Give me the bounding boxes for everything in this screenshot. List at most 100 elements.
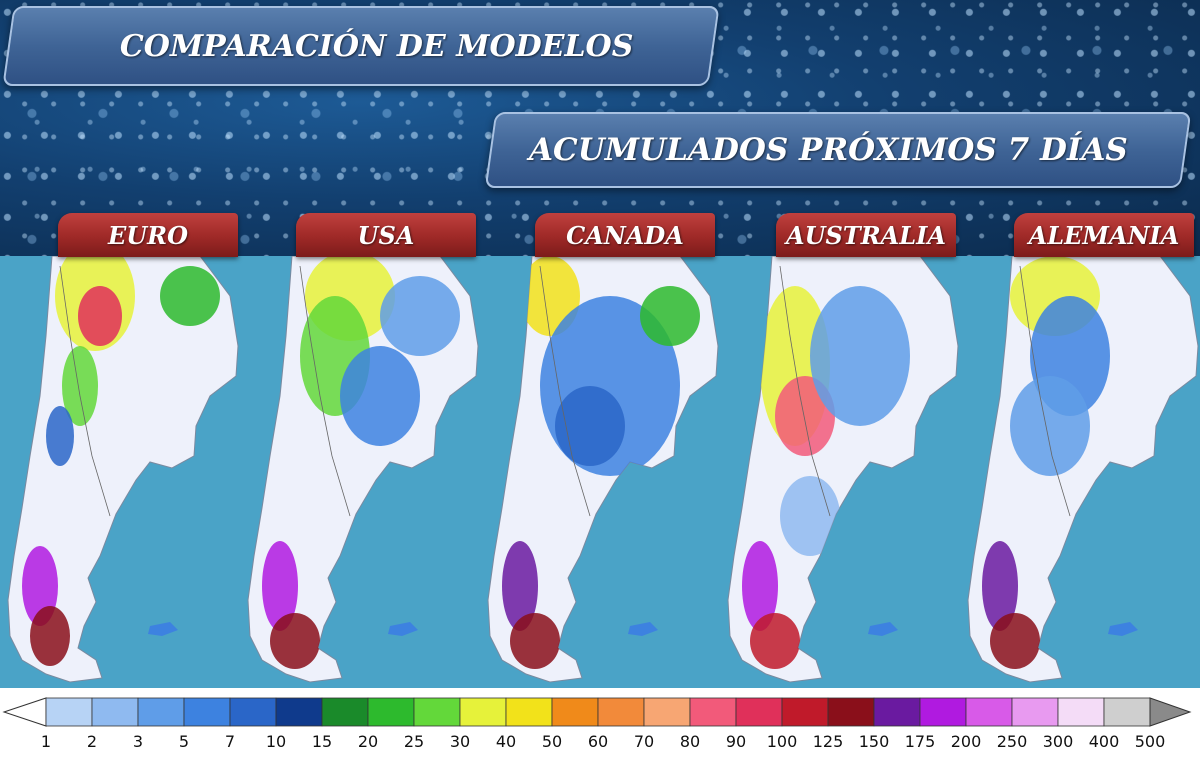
country-border	[779, 265, 831, 517]
legend-tick-label: 25	[403, 732, 425, 751]
islands	[388, 622, 418, 636]
model-label-text: USA	[357, 220, 415, 250]
map-canada	[480, 256, 720, 688]
precipitation-map	[487, 256, 719, 683]
rain-area	[990, 613, 1040, 669]
legend-swatch	[275, 697, 323, 727]
legend-color-bar	[2, 697, 1192, 727]
rain-area	[520, 256, 580, 336]
legend-tick-label: 60	[587, 732, 609, 751]
rain-area	[30, 606, 70, 666]
rain-area	[270, 613, 320, 669]
legend-tick-label: 20	[357, 732, 379, 751]
legend-swatch	[91, 697, 139, 727]
legend-swatch	[689, 697, 737, 727]
rain-area	[46, 406, 74, 466]
country-border	[539, 265, 591, 517]
legend-tick-label: 15	[311, 732, 333, 751]
precipitation-map	[727, 256, 959, 683]
legend-swatch	[827, 697, 875, 727]
precipitation-field	[982, 256, 1110, 669]
legend-tick-label: 80	[679, 732, 701, 751]
legend-swatch	[781, 697, 829, 727]
rain-area	[742, 541, 778, 631]
legend-tick-label: 175	[904, 732, 936, 751]
precipitation-field	[502, 256, 700, 669]
rain-area	[340, 346, 420, 446]
legend-swatch	[1103, 697, 1151, 727]
legend-swatch	[551, 697, 599, 727]
islands	[628, 622, 658, 636]
country-border	[59, 265, 111, 517]
legend-swatch	[965, 697, 1013, 727]
model-label-text: CANADA	[566, 220, 684, 250]
legend-tick-label: 200	[950, 732, 982, 751]
model-label-euro: EURO	[58, 213, 238, 257]
legend-swatch	[873, 697, 921, 727]
legend-tick-label: 90	[725, 732, 747, 751]
legend-tick-label: 30	[449, 732, 471, 751]
legend-tick-label: 100	[766, 732, 798, 751]
rain-area	[640, 286, 700, 346]
legend-swatch	[919, 697, 967, 727]
rain-area	[810, 286, 910, 426]
rain-area	[62, 346, 98, 426]
legend-arrow-high	[1149, 697, 1192, 727]
rain-area	[780, 476, 840, 556]
rain-area	[502, 541, 538, 631]
map-alemania	[960, 256, 1200, 688]
legend-tick-label: 250	[996, 732, 1028, 751]
legend-swatch	[1057, 697, 1105, 727]
legend-tick-label: 7	[224, 732, 236, 751]
legend-tick-label: 50	[541, 732, 563, 751]
country-border	[1019, 265, 1071, 517]
legend-tick-label: 125	[812, 732, 844, 751]
precipitation-legend: 1 2 3 5 7 10 15 20 25 30 40 50 60 70 80 90 100 125 150 175 2…	[0, 688, 1200, 758]
legend-tick-label: 400	[1088, 732, 1120, 751]
precipitation-map	[247, 256, 479, 683]
legend-swatch	[45, 697, 93, 727]
legend-tick-label: 1	[40, 732, 52, 751]
precipitation-field	[742, 286, 910, 669]
legend-arrow-low	[2, 697, 47, 727]
legend-swatch	[735, 697, 783, 727]
title-banner-secondary: ACUMULADOS PRÓXIMOS 7 DÍAS	[484, 112, 1192, 188]
model-label-text: EURO	[107, 220, 189, 250]
islands	[1108, 622, 1138, 636]
precipitation-field	[262, 256, 460, 669]
legend-swatch	[505, 697, 553, 727]
rain-area	[380, 276, 460, 356]
title-primary: COMPARACIÓN DE MODELOS	[120, 28, 634, 64]
legend-tick-label: 70	[633, 732, 655, 751]
rain-area	[982, 541, 1018, 631]
maps-area	[0, 256, 1200, 688]
rain-area	[22, 546, 58, 626]
legend-swatch	[229, 697, 277, 727]
legend-tick-label: 300	[1042, 732, 1074, 751]
legend-swatch	[183, 697, 231, 727]
landmass	[967, 256, 1199, 683]
model-label-text: AUSTRALIA	[785, 220, 947, 250]
rain-area	[262, 541, 298, 631]
model-label-canada: CANADA	[535, 213, 715, 257]
model-label-usa: USA	[296, 213, 476, 257]
legend-tick-label: 10	[265, 732, 287, 751]
legend-tick-label: 3	[132, 732, 144, 751]
legend-swatch	[1011, 697, 1059, 727]
title-secondary: ACUMULADOS PRÓXIMOS 7 DÍAS	[529, 132, 1128, 168]
rain-area	[78, 286, 122, 346]
legend-tick-labels: 1 2 3 5 7 10 15 20 25 30 40 50 60 70 80 90 100 125 150 175 2…	[0, 732, 1200, 756]
title-banner-primary: COMPARACIÓN DE MODELOS	[2, 6, 720, 86]
model-label-text: ALEMANIA	[1028, 220, 1180, 250]
precipitation-field	[22, 256, 220, 666]
legend-swatch	[321, 697, 369, 727]
precipitation-map	[7, 256, 239, 683]
legend-tick-label: 150	[858, 732, 890, 751]
legend-swatch	[367, 697, 415, 727]
rain-area	[160, 266, 220, 326]
legend-swatch	[137, 697, 185, 727]
rain-area	[750, 613, 800, 669]
precipitation-map	[967, 256, 1199, 683]
legend-tick-label: 5	[178, 732, 190, 751]
map-australia	[720, 256, 960, 688]
